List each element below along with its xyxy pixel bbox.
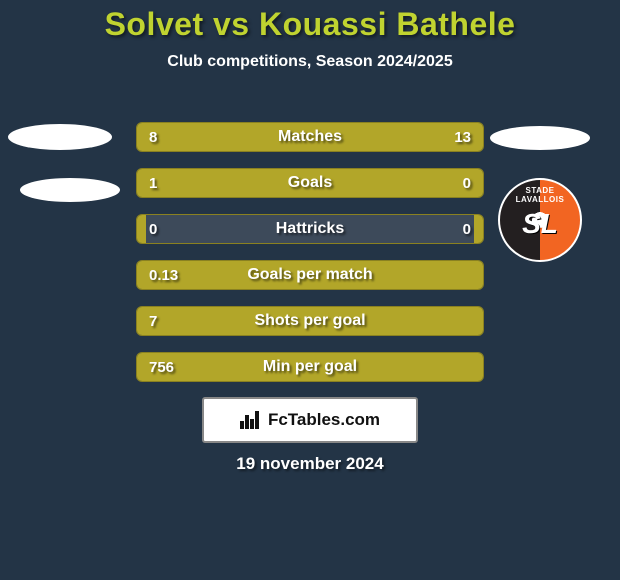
stat-row: Hattricks0 0 (136, 214, 484, 244)
subtitle: Club competitions, Season 2024/2025 (0, 53, 620, 71)
player-left-photo-placeholder-2 (20, 178, 120, 202)
page-title: Solvet vs Kouassi Bathele (0, 0, 620, 43)
attribution-box: FcTables.com (202, 397, 418, 443)
attribution-text: FcTables.com (268, 410, 380, 430)
snapshot-date: 19 november 2024 (0, 454, 620, 474)
stat-value-left: 756 (149, 353, 174, 381)
stat-label: Matches (137, 123, 483, 151)
stat-label: Goals (137, 169, 483, 197)
stat-value-left: 7 (149, 307, 157, 335)
fctables-icon (240, 411, 262, 429)
stat-value-left: 1 (149, 169, 157, 197)
club-logo-initials: SL (500, 208, 580, 240)
stat-value-right: 0 (463, 169, 471, 197)
stat-row: Matches8 13 (136, 122, 484, 152)
club-logo-text-top: STADE LAVALLOIS (500, 186, 580, 204)
club-logo-lavallois: STADE LAVALLOIS SL (498, 178, 582, 262)
stat-row: Goals per match0.13 (136, 260, 484, 290)
stat-bars: Matches813Goals10Hattricks00Goals per ma… (136, 122, 484, 398)
stat-value-right: 0 (463, 215, 471, 243)
stat-label: Min per goal (137, 353, 483, 381)
stat-label: Shots per goal (137, 307, 483, 335)
stat-value-right: 13 (454, 123, 471, 151)
stat-label: Hattricks (137, 215, 483, 243)
stat-value-left: 0.13 (149, 261, 178, 289)
stat-value-left: 0 (149, 215, 157, 243)
comparison-infographic: Solvet vs Kouassi Bathele Club competiti… (0, 0, 620, 580)
player-right-photo-placeholder (490, 126, 590, 150)
stat-row: Shots per goal7 (136, 306, 484, 336)
stat-row: Goals1 0 (136, 168, 484, 198)
stat-label: Goals per match (137, 261, 483, 289)
player-left-photo-placeholder-1 (8, 124, 112, 150)
stat-row: Min per goal756 (136, 352, 484, 382)
stat-value-left: 8 (149, 123, 157, 151)
